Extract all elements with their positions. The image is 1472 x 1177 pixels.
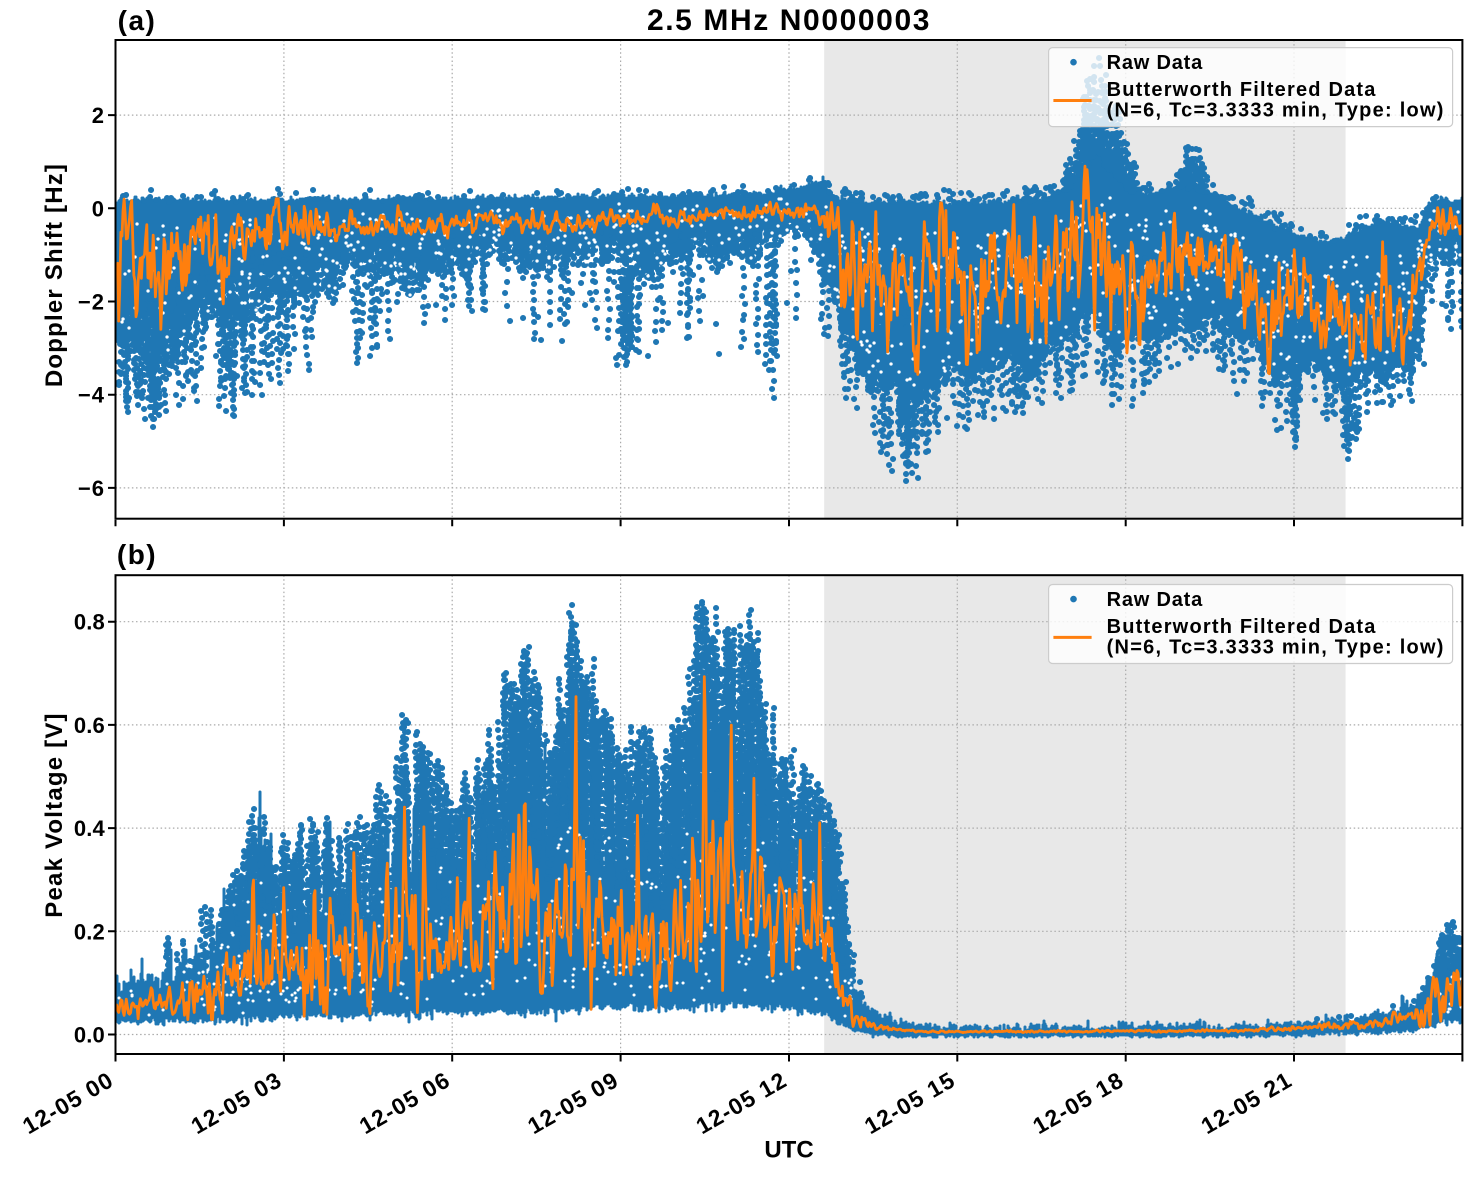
svg-text:(N=6, Tc=3.3333 min, Type: low: (N=6, Tc=3.3333 min, Type: low) — [1107, 100, 1445, 122]
svg-text:UTC: UTC — [764, 1137, 813, 1164]
svg-text:Raw Data: Raw Data — [1107, 589, 1204, 611]
svg-text:−6: −6 — [78, 476, 105, 501]
svg-text:(b): (b) — [117, 539, 157, 570]
svg-text:−2: −2 — [78, 290, 105, 315]
svg-text:Raw Data: Raw Data — [1107, 52, 1204, 74]
svg-text:2.5 MHz N0000003: 2.5 MHz N0000003 — [647, 4, 931, 37]
svg-text:0.0: 0.0 — [74, 1023, 105, 1048]
svg-text:0: 0 — [92, 196, 105, 221]
svg-text:Butterworth Filtered Data: Butterworth Filtered Data — [1107, 79, 1377, 101]
svg-text:0.6: 0.6 — [74, 713, 105, 738]
svg-text:Peak Voltage [V]: Peak Voltage [V] — [41, 712, 68, 917]
svg-text:−4: −4 — [78, 383, 105, 408]
svg-text:0.2: 0.2 — [74, 919, 105, 944]
svg-text:(a): (a) — [118, 5, 157, 36]
svg-text:Butterworth Filtered Data: Butterworth Filtered Data — [1107, 616, 1377, 638]
svg-text:0.8: 0.8 — [74, 610, 105, 635]
svg-text:Doppler Shift [Hz]: Doppler Shift [Hz] — [41, 163, 68, 387]
svg-text:0.4: 0.4 — [74, 816, 106, 841]
svg-text:2: 2 — [92, 103, 105, 128]
svg-text:(N=6, Tc=3.3333 min, Type: low: (N=6, Tc=3.3333 min, Type: low) — [1107, 637, 1445, 659]
